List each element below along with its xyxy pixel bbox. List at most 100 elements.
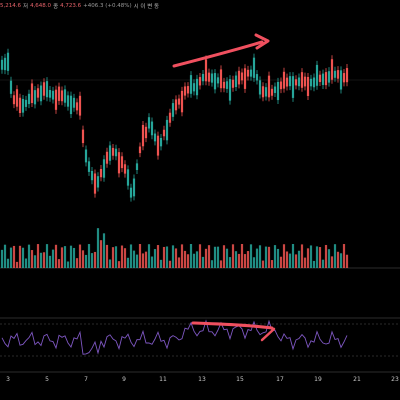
volume-bar (345, 254, 349, 268)
candle-body (339, 70, 343, 90)
candle-body (168, 112, 172, 123)
candle-body (132, 178, 136, 197)
ohlc-legend: 5,214.6 저 4,648.0 종 4,723.6 +406.3 (+0.4… (0, 0, 159, 12)
x-axis-label: 21 (353, 376, 361, 383)
candle-body (105, 151, 109, 164)
volume-bar (300, 244, 304, 268)
candle-body (237, 70, 241, 85)
volume-bar (27, 244, 31, 268)
legend-low-value: 4,648.0 (30, 3, 52, 9)
annotations[interactable] (172, 33, 276, 342)
volume-bar (120, 245, 124, 268)
volume-bar (24, 258, 28, 268)
volume-bar (252, 257, 256, 268)
price-panel[interactable] (0, 48, 400, 202)
legend-price-fragment: 5,214.6 (0, 3, 21, 9)
candle-body (93, 173, 97, 194)
volume-bar (60, 247, 64, 268)
candle-body (258, 80, 262, 95)
rsi-panel (0, 317, 400, 373)
rsi-annotation-tick (260, 327, 276, 342)
candle-body (63, 89, 67, 103)
volume-bar (270, 260, 274, 268)
candle-body (111, 147, 115, 156)
x-axis-label: 3 (6, 376, 10, 383)
candle-body (9, 80, 13, 94)
candle-body (282, 71, 286, 89)
candle-body (234, 75, 238, 88)
candle-body (264, 87, 268, 97)
volume-bar (255, 248, 259, 268)
candle-body (324, 72, 328, 86)
volume-bar (39, 252, 43, 268)
volume-bar (312, 260, 316, 268)
volume-bar (69, 245, 73, 268)
volume-bar (165, 246, 169, 268)
candle-body (12, 95, 16, 105)
candle-body (81, 129, 85, 144)
candle-body (144, 126, 148, 139)
volume-bar (246, 251, 250, 268)
volume-bar (222, 245, 226, 268)
candle-body (156, 135, 160, 156)
volume-bar (129, 244, 133, 268)
candle-body (186, 86, 190, 94)
candle-body (228, 79, 232, 101)
legend-low-label: 저 (23, 4, 29, 10)
candle-body (207, 72, 211, 82)
candle-body (327, 71, 331, 83)
candle-body (72, 97, 76, 108)
candle-body (213, 73, 217, 90)
candle-body (90, 170, 94, 181)
candle-body (183, 86, 187, 96)
volume-bar (114, 246, 118, 268)
candle-body (42, 82, 46, 96)
candle-body (117, 152, 121, 174)
candle-body (231, 79, 235, 88)
volume-bar (66, 261, 70, 268)
candle-body (333, 70, 337, 78)
x-axis-label: 9 (122, 376, 126, 383)
volume-bar (141, 253, 145, 268)
volume-bar (93, 251, 97, 268)
volume-bar (81, 250, 85, 268)
x-axis-label: 19 (314, 376, 322, 383)
volume-bar (174, 248, 178, 268)
volume-bar (111, 247, 115, 268)
candle-body (291, 76, 295, 98)
candle-body (54, 89, 58, 110)
candle-body (141, 124, 145, 147)
x-axis-label: 7 (84, 376, 88, 383)
volume-bar (195, 251, 199, 268)
volume-bar (273, 245, 277, 268)
candle-body (192, 83, 196, 92)
volume-bar (63, 246, 67, 268)
candle-body (120, 156, 124, 169)
volume-bar (138, 244, 142, 268)
candle-body (51, 90, 55, 100)
volume-bar (21, 247, 25, 268)
candle-body (36, 88, 40, 98)
candle-body (129, 187, 133, 198)
legend-close-value: 4,723.6 (60, 3, 82, 9)
x-axis-label: 11 (159, 376, 167, 383)
volume-bar (33, 255, 37, 268)
candle-body (267, 75, 271, 98)
legend-change-value: +406.3 (+0.48%) (83, 3, 132, 9)
candle-body (219, 69, 223, 89)
x-axis-label: 13 (198, 376, 206, 383)
volume-bar (0, 249, 4, 268)
volume-bar (159, 259, 163, 268)
candle-body (96, 176, 100, 188)
candle-body (57, 86, 61, 101)
volume-bar (315, 246, 319, 268)
volume-bar (87, 244, 91, 268)
candle-body (270, 88, 274, 96)
volume-bar (117, 261, 121, 268)
volume-bar (243, 254, 247, 268)
volume-bar (84, 254, 88, 268)
volume-bar (6, 258, 10, 268)
candle-body (345, 68, 349, 83)
